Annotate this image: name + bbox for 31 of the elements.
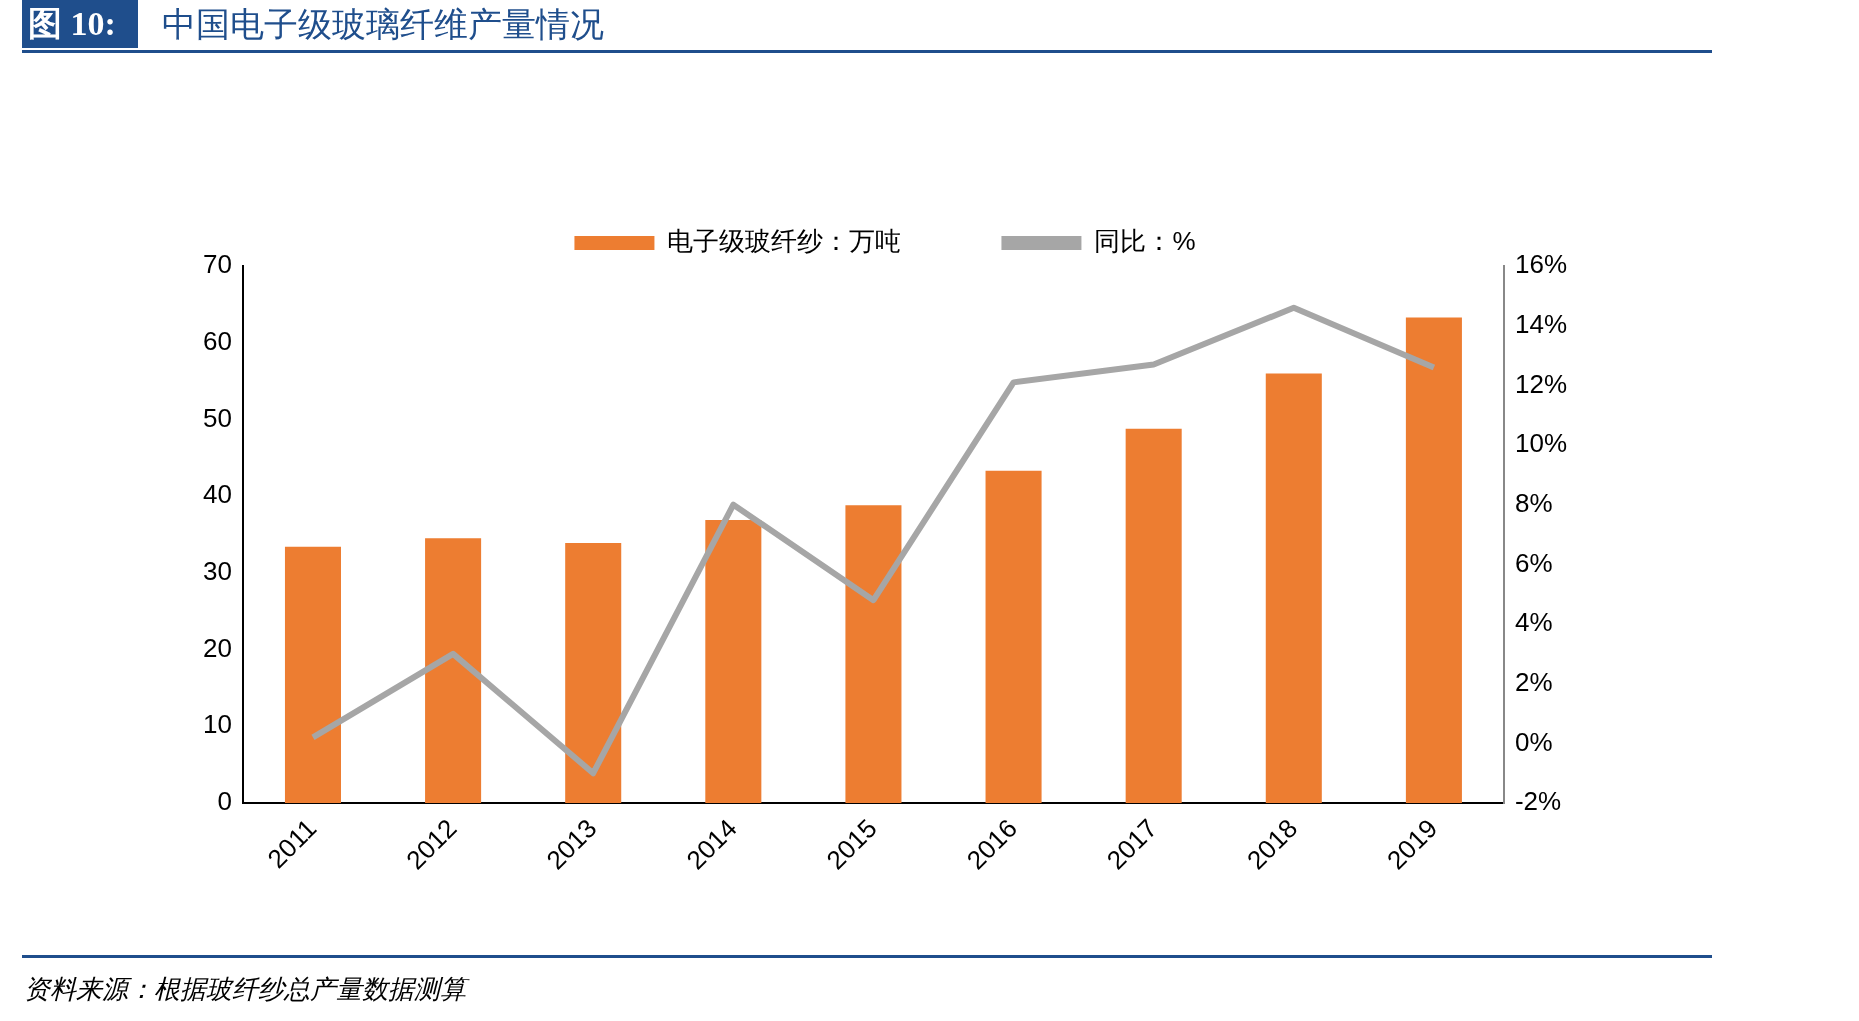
y-tick-label: 30 — [203, 556, 232, 587]
y-tick-label: 60 — [203, 325, 232, 356]
bar — [425, 538, 482, 804]
chart-subtitle: 中国电子级玻璃纤维产量情况 — [162, 3, 604, 46]
bar — [845, 505, 902, 804]
y-tick-label: 40 — [203, 479, 232, 510]
y2-tick-label: 6% — [1514, 547, 1553, 578]
y2-tick-label: 8% — [1514, 487, 1553, 518]
legend-label: 同比：% — [1094, 226, 1196, 257]
bar — [1405, 317, 1462, 804]
y-tick-label: 20 — [203, 632, 232, 663]
bar — [705, 519, 762, 804]
y-tick-label: 50 — [203, 402, 232, 433]
y2-tick-label: 0% — [1514, 726, 1553, 757]
y2-tick-label: -2% — [1514, 786, 1562, 817]
chart-title: 图 10: — [22, 0, 138, 48]
y2-tick-label: 10% — [1514, 428, 1568, 459]
y2-tick-label: 2% — [1514, 666, 1553, 697]
y2-tick-label: 12% — [1514, 368, 1568, 399]
y2-tick-label: 14% — [1514, 308, 1568, 339]
y2-tick-label: 4% — [1514, 607, 1553, 638]
bar — [985, 470, 1042, 804]
y-tick-label: 70 — [203, 249, 232, 280]
y-tick-label: 10 — [203, 709, 232, 740]
bar — [284, 546, 341, 804]
y2-tick-label: 16% — [1514, 249, 1568, 280]
bar — [1125, 428, 1182, 804]
bar — [565, 542, 622, 804]
legend-label: 电子级玻纤纱：万吨 — [667, 226, 902, 257]
y-tick-label: 0 — [217, 786, 232, 817]
bar — [1265, 373, 1322, 804]
